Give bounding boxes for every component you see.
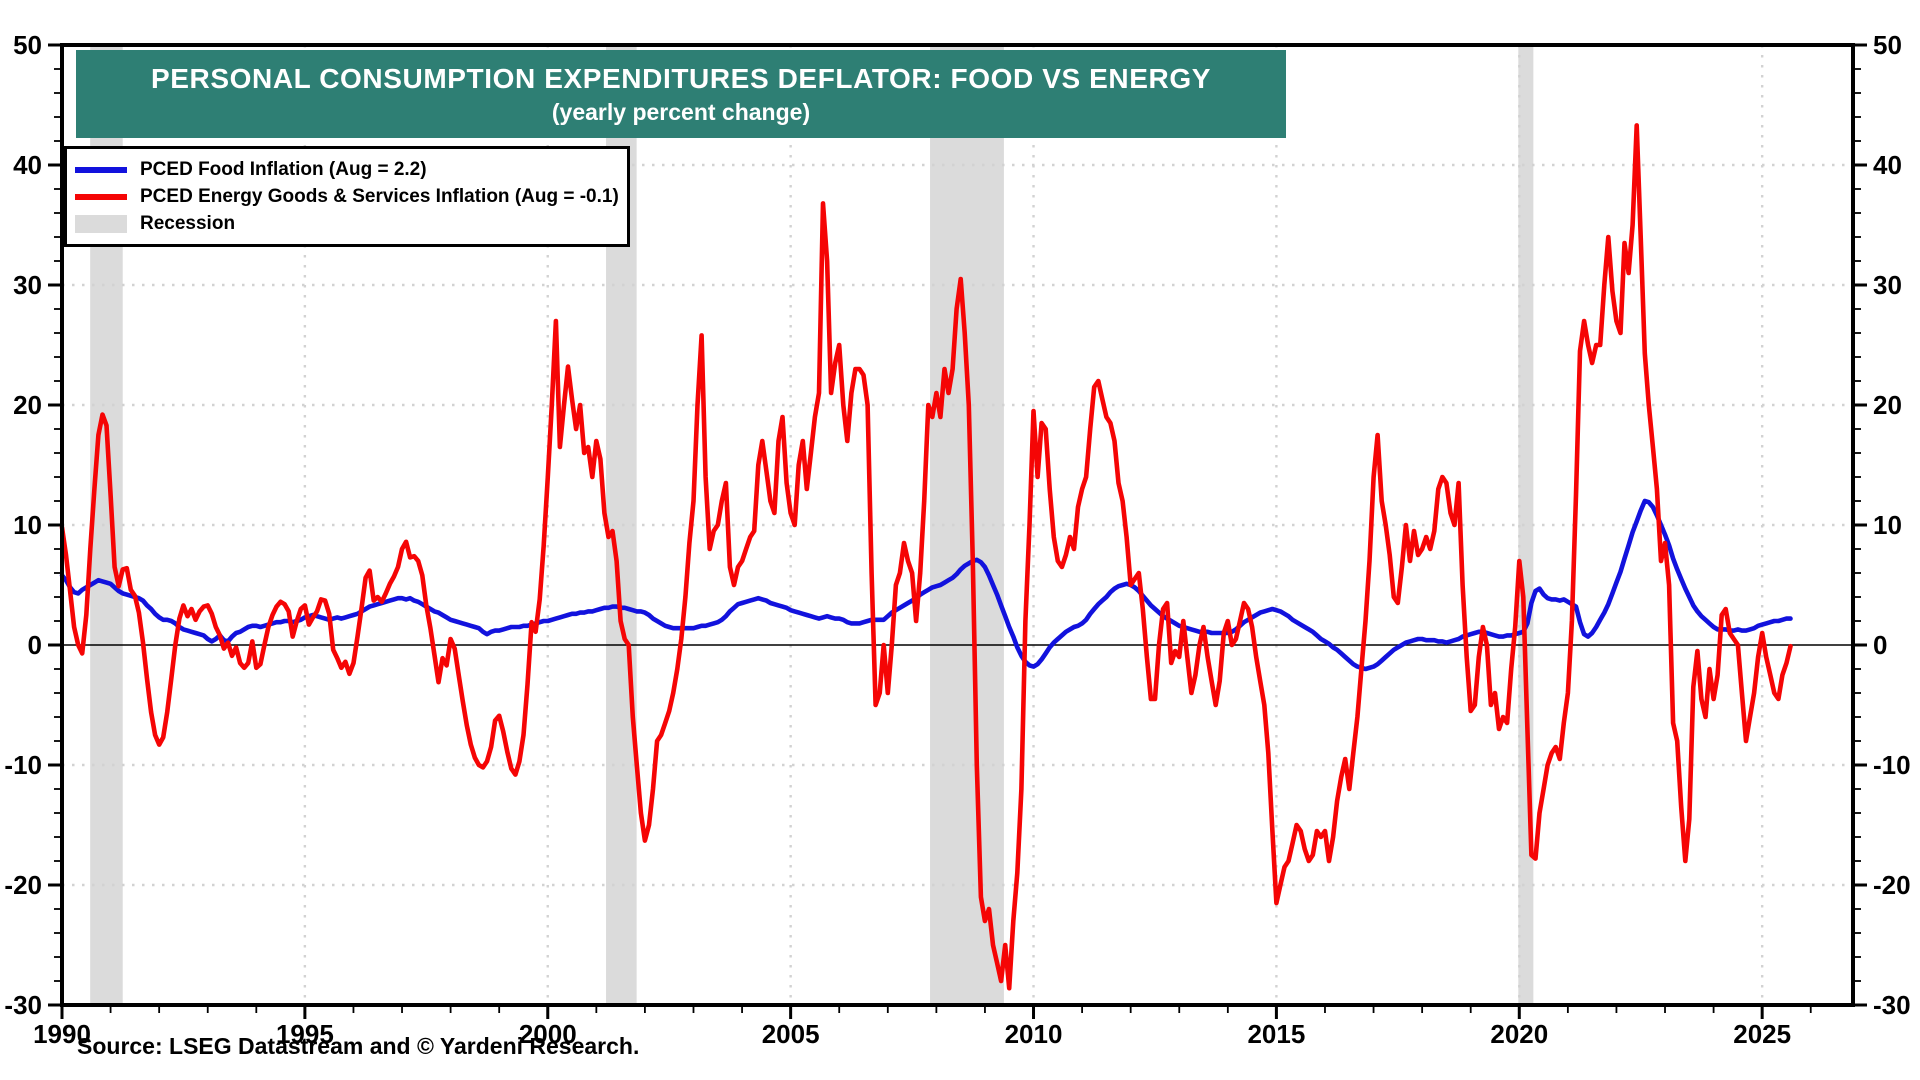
svg-text:40: 40 bbox=[13, 150, 42, 180]
legend-label-recession: Recession bbox=[140, 212, 236, 234]
svg-text:20: 20 bbox=[1873, 390, 1902, 420]
svg-text:-30: -30 bbox=[4, 990, 42, 1020]
svg-text:10: 10 bbox=[13, 510, 42, 540]
food-line-swatch-icon bbox=[75, 166, 127, 173]
chart-subtitle: (yearly percent change) bbox=[551, 99, 811, 126]
svg-text:-20: -20 bbox=[4, 870, 42, 900]
legend-item-energy: PCED Energy Goods & Services Inflation (… bbox=[75, 183, 619, 210]
svg-text:0: 0 bbox=[1873, 630, 1887, 660]
svg-text:1995: 1995 bbox=[276, 1019, 334, 1049]
svg-text:50: 50 bbox=[1873, 30, 1902, 60]
svg-text:2005: 2005 bbox=[762, 1019, 820, 1049]
svg-text:-30: -30 bbox=[1873, 990, 1911, 1020]
svg-text:2000: 2000 bbox=[519, 1019, 577, 1049]
svg-text:1990: 1990 bbox=[33, 1019, 91, 1049]
svg-text:-10: -10 bbox=[4, 750, 42, 780]
chart-title: PERSONAL CONSUMPTION EXPENDITURES DEFLAT… bbox=[150, 62, 1211, 94]
svg-text:50: 50 bbox=[13, 30, 42, 60]
svg-text:40: 40 bbox=[1873, 150, 1902, 180]
svg-text:-10: -10 bbox=[1873, 750, 1911, 780]
svg-text:20: 20 bbox=[13, 390, 42, 420]
legend-label-energy: PCED Energy Goods & Services Inflation (… bbox=[140, 185, 619, 207]
svg-text:0: 0 bbox=[28, 630, 42, 660]
svg-text:-20: -20 bbox=[1873, 870, 1911, 900]
energy-line-swatch-icon bbox=[75, 193, 127, 200]
legend-item-recession: Recession bbox=[75, 210, 619, 237]
svg-text:30: 30 bbox=[1873, 270, 1902, 300]
svg-text:2020: 2020 bbox=[1490, 1019, 1548, 1049]
legend-item-food: PCED Food Inflation (Aug = 2.2) bbox=[75, 156, 619, 183]
svg-text:2025: 2025 bbox=[1733, 1019, 1791, 1049]
svg-text:30: 30 bbox=[13, 270, 42, 300]
svg-text:10: 10 bbox=[1873, 510, 1902, 540]
source-note: Source: LSEG Datastream and © Yardeni Re… bbox=[77, 1033, 640, 1059]
recession-swatch-icon bbox=[75, 214, 127, 233]
legend-box: PCED Food Inflation (Aug = 2.2) PCED Ene… bbox=[64, 146, 630, 247]
svg-text:2010: 2010 bbox=[1005, 1019, 1063, 1049]
svg-text:2015: 2015 bbox=[1247, 1019, 1305, 1049]
legend-label-food: PCED Food Inflation (Aug = 2.2) bbox=[140, 158, 427, 180]
title-banner: PERSONAL CONSUMPTION EXPENDITURES DEFLAT… bbox=[76, 50, 1286, 138]
